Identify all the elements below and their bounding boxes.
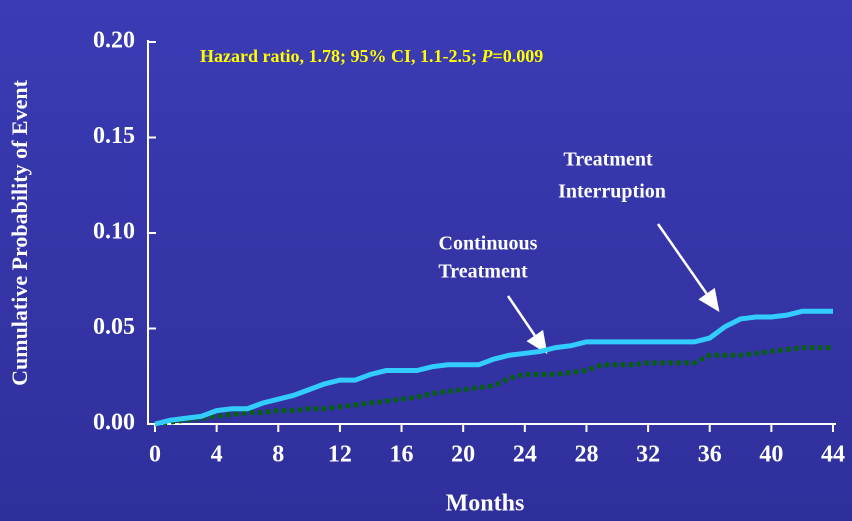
series-line [154, 345, 833, 427]
x-tick-label: 36 [698, 442, 722, 468]
x-tick-label: 24 [513, 442, 537, 468]
x-tick-label: 16 [390, 442, 414, 468]
series-label: Treatment [438, 261, 528, 283]
series-line [154, 308, 833, 427]
series-label: Interruption [558, 181, 666, 203]
x-tick-label: 20 [451, 442, 475, 468]
y-tick-label: 0.10 [93, 219, 135, 245]
arrow [656, 223, 720, 313]
x-tick-label: 32 [636, 442, 660, 468]
series-label: Treatment [563, 149, 653, 171]
series-label: Continuous [439, 233, 538, 255]
y-axis-label: Cumulative Probability of Event [7, 79, 32, 385]
y-tick-label: 0.05 [93, 314, 135, 340]
y-tick-label: 0.00 [93, 410, 135, 436]
x-tick-label: 40 [759, 442, 783, 468]
x-tick-label: 4 [211, 442, 223, 468]
y-tick-label: 0.20 [93, 28, 135, 54]
y-tick-label: 0.15 [93, 123, 135, 149]
annotation: Hazard ratio, 1.78; 95% CI, 1.1-2.5; P=0… [200, 46, 543, 66]
x-tick-label: 0 [149, 442, 161, 468]
x-axis-label: Months [446, 491, 525, 517]
x-tick-label: 12 [328, 442, 352, 468]
x-tick-label: 44 [821, 442, 845, 468]
x-tick-label: 8 [272, 442, 284, 468]
x-tick-label: 28 [574, 442, 598, 468]
arrow [506, 295, 548, 355]
